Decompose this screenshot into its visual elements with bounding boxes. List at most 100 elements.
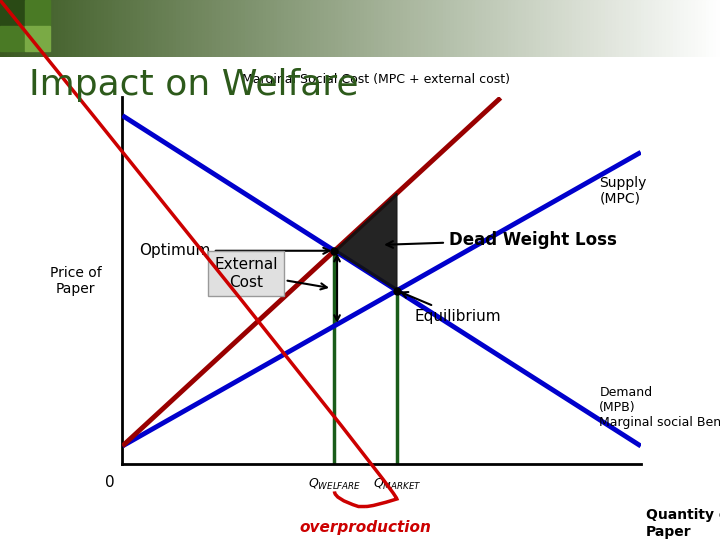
- Bar: [288, 0, 293, 31]
- Bar: [317, 0, 322, 31]
- Bar: [295, 0, 300, 31]
- Bar: [252, 0, 257, 31]
- Bar: [25, 31, 30, 57]
- Bar: [331, 0, 336, 31]
- Bar: [292, 0, 297, 31]
- Bar: [436, 31, 441, 57]
- Bar: [468, 0, 473, 31]
- Text: Supply
(MPC): Supply (MPC): [599, 176, 647, 206]
- Bar: [187, 31, 192, 57]
- Bar: [122, 31, 127, 57]
- Bar: [374, 0, 379, 31]
- Bar: [133, 0, 138, 31]
- Bar: [630, 31, 635, 57]
- Bar: [410, 0, 415, 31]
- Bar: [180, 0, 185, 31]
- Bar: [227, 31, 232, 57]
- Bar: [245, 0, 250, 31]
- Bar: [133, 31, 138, 57]
- Bar: [716, 31, 720, 57]
- Bar: [371, 31, 376, 57]
- Bar: [716, 0, 720, 31]
- Bar: [680, 0, 685, 31]
- Bar: [76, 0, 81, 31]
- Bar: [479, 31, 484, 57]
- Bar: [392, 31, 397, 57]
- Bar: [389, 0, 394, 31]
- Bar: [4, 31, 9, 57]
- Bar: [313, 31, 318, 57]
- Bar: [418, 31, 423, 57]
- Bar: [338, 31, 343, 57]
- Bar: [202, 0, 207, 31]
- Bar: [342, 0, 347, 31]
- Bar: [25, 0, 30, 31]
- Bar: [266, 31, 271, 57]
- Bar: [529, 0, 534, 31]
- Bar: [702, 31, 707, 57]
- Bar: [238, 0, 243, 31]
- Bar: [436, 0, 441, 31]
- Bar: [54, 31, 59, 57]
- Bar: [605, 0, 610, 31]
- Bar: [598, 0, 603, 31]
- Bar: [61, 31, 66, 57]
- Bar: [500, 0, 505, 31]
- Bar: [526, 0, 531, 31]
- Bar: [148, 0, 153, 31]
- Bar: [76, 31, 81, 57]
- Bar: [468, 31, 473, 57]
- Bar: [306, 0, 311, 31]
- Bar: [198, 0, 203, 31]
- Bar: [349, 0, 354, 31]
- Bar: [454, 31, 459, 57]
- Bar: [562, 31, 567, 57]
- Bar: [119, 31, 124, 57]
- Bar: [698, 0, 703, 31]
- Bar: [378, 0, 383, 31]
- Bar: [490, 31, 495, 57]
- Bar: [670, 0, 675, 31]
- Bar: [508, 31, 513, 57]
- Bar: [590, 0, 595, 31]
- Bar: [493, 31, 498, 57]
- Bar: [22, 0, 27, 31]
- Bar: [374, 31, 379, 57]
- Bar: [382, 0, 387, 31]
- Bar: [612, 0, 617, 31]
- Bar: [583, 0, 588, 31]
- Bar: [137, 0, 142, 31]
- Bar: [652, 31, 657, 57]
- Bar: [551, 0, 556, 31]
- Bar: [14, 31, 19, 57]
- Bar: [641, 31, 646, 57]
- Bar: [666, 31, 671, 57]
- Bar: [302, 0, 307, 31]
- Bar: [587, 31, 592, 57]
- Bar: [457, 31, 462, 57]
- Bar: [130, 31, 135, 57]
- Bar: [331, 31, 336, 57]
- Bar: [50, 31, 55, 57]
- Bar: [184, 0, 189, 31]
- Bar: [367, 0, 372, 31]
- Bar: [493, 0, 498, 31]
- Bar: [497, 0, 502, 31]
- Bar: [508, 0, 513, 31]
- Bar: [713, 0, 718, 31]
- Bar: [220, 0, 225, 31]
- Bar: [655, 31, 660, 57]
- Bar: [346, 0, 351, 31]
- Bar: [601, 0, 606, 31]
- Bar: [378, 31, 383, 57]
- Bar: [410, 31, 415, 57]
- Bar: [497, 31, 502, 57]
- Bar: [328, 31, 333, 57]
- Text: Impact on Welfare: Impact on Welfare: [29, 68, 359, 102]
- Bar: [432, 0, 437, 31]
- Bar: [464, 0, 469, 31]
- Bar: [108, 31, 113, 57]
- Bar: [295, 31, 300, 57]
- Bar: [166, 0, 171, 31]
- Bar: [540, 0, 545, 31]
